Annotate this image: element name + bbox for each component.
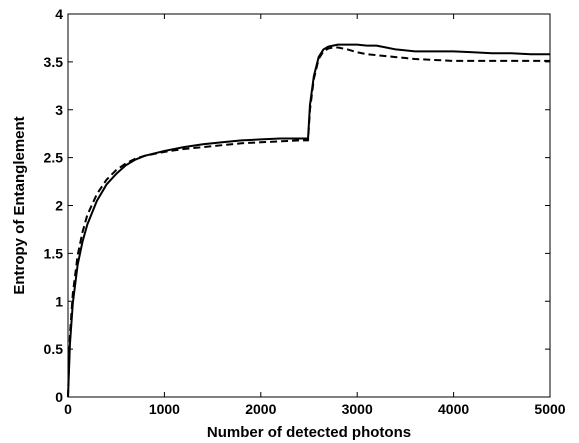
y-tick-label: 0 — [55, 389, 63, 405]
axis-ticks: 0 1000 2000 3000 4000 5000 0 0.5 1 1.5 2 2.5 3 3.5 4 — [44, 6, 566, 417]
y-tick-label: 0.5 — [44, 341, 64, 357]
y-tick-label: 3.5 — [44, 54, 64, 70]
y-tick-label: 3 — [55, 102, 63, 118]
series-line-solid — [67, 43, 550, 398]
x-axis-label: Number of detected photons — [207, 424, 411, 441]
y-tick-label: 1.5 — [44, 245, 64, 261]
y-tick-label: 2 — [55, 198, 63, 214]
x-tick-label: 5000 — [534, 401, 565, 417]
x-tick-label: 0 — [64, 401, 72, 417]
plot-area — [67, 13, 551, 398]
series-layer — [67, 43, 550, 398]
y-tick-label: 1 — [55, 293, 63, 309]
x-tick-label: 3000 — [342, 401, 373, 417]
x-tick-label: 4000 — [438, 401, 469, 417]
x-tick-label: 2000 — [245, 401, 276, 417]
series-line-dashed — [67, 46, 550, 398]
y-tick-label: 4 — [55, 6, 63, 22]
y-tick-label: 2.5 — [44, 150, 64, 166]
x-tick-label: 1000 — [149, 401, 180, 417]
y-axis-label: Entropy of Entanglement — [11, 116, 28, 294]
